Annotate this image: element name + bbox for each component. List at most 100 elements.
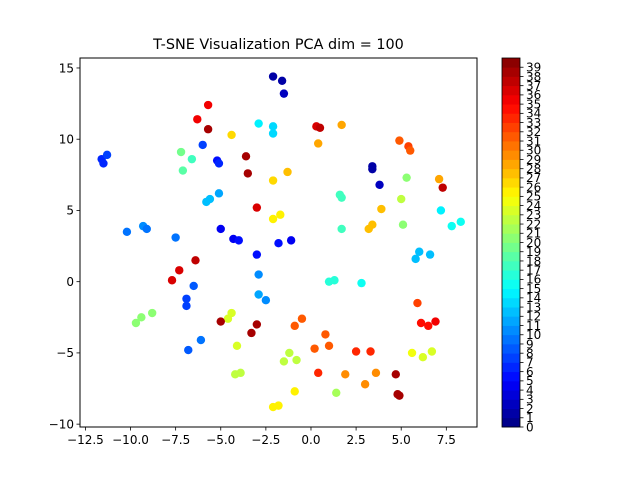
colorbar-segment [502,251,520,262]
x-tick-label: −2.5 [251,433,280,447]
colorbar-segment [502,94,520,105]
data-point [196,335,206,345]
data-point [184,345,193,355]
data-point [425,250,435,259]
data-point [321,330,330,339]
data-point [290,321,299,331]
data-point [203,100,213,110]
colorbar-tick-label: 11 [526,319,541,333]
colorbar-segment [502,288,520,299]
colorbar-tick-label: 19 [526,245,541,259]
data-point [178,166,188,175]
colorbar-segment [502,270,520,280]
data-point [276,210,285,219]
data-point [434,174,444,184]
data-point [191,256,200,265]
data-point [99,159,108,168]
data-point [411,254,420,264]
data-point [142,224,151,234]
colorbar-segment [502,196,520,206]
colorbar-tick-label: 29 [526,153,541,167]
data-point [341,370,350,379]
data-point [360,380,370,389]
data-point [147,308,157,318]
colorbar-segment [502,399,520,409]
x-tick-label: −10.0 [112,433,149,447]
y-tick-label: 15 [59,61,74,75]
colorbar-segment [502,159,520,170]
data-point [406,146,415,155]
colorbar-tick-label: 35 [526,97,541,111]
data-point [431,317,440,326]
data-point [236,368,245,378]
y-tick-label: 5 [66,204,74,218]
data-point [330,276,339,285]
data-point [189,281,198,291]
colorbar-tick-label: 27 [526,171,541,185]
x-tick-label: 7.5 [437,433,456,447]
data-point [402,173,411,182]
data-point [366,347,375,356]
data-point [277,76,287,85]
colorbar-tick-label: 6 [526,365,534,379]
colorbar-tick-label: 2 [526,402,534,416]
data-point [286,236,296,245]
x-axis-ticks: −12.5 −10.0 −7.5 −5.0 −2.5 0.0 2.5 5.0 7.5 [67,427,456,447]
x-tick-label: −5.0 [206,433,235,447]
colorbar-segment [502,297,520,308]
data-point [279,89,289,98]
data-point [216,224,225,234]
colorbar-segment [502,131,520,142]
data-point [337,193,346,202]
data-point [203,125,213,134]
x-tick-label: −7.5 [161,433,190,447]
colorbar-tick-label: 33 [526,116,541,130]
colorbar-segment [502,343,520,354]
colorbar-segment [502,316,520,326]
chart-title: T-SNE Visualization PCA dim = 100 [152,37,404,53]
data-point [407,348,417,358]
colorbar-tick-label: 34 [526,107,541,121]
data-point [415,247,424,256]
colorbar-tick-label: 22 [526,217,541,231]
colorbar-tick-label: 21 [526,227,541,241]
colorbar-segment [502,150,520,160]
data-point [292,355,301,365]
data-point [297,314,307,323]
data-point [424,321,433,331]
colorbar-tick-label: 32 [526,125,541,139]
colorbar-segment [502,224,520,234]
y-tick-label: 0 [66,275,74,289]
colorbar-tick-label: 10 [526,328,541,342]
data-point [371,368,381,378]
colorbar-tick-label: 0 [526,420,534,434]
colorbar-segment [502,279,520,290]
y-axis-ticks: −10 −5 0 5 10 15 [49,61,80,431]
data-point [232,341,242,350]
data-point [351,347,361,356]
colorbar-segment [502,141,520,151]
plot-frame [79,57,478,428]
data-point [187,154,197,164]
colorbar-tick-label: 18 [526,254,541,268]
data-point [171,233,180,242]
colorbar-tick-label: 38 [526,70,541,84]
x-tick-label: −12.5 [67,433,104,447]
data-point [252,250,262,259]
colorbar-segment [502,325,520,336]
colorbar-tick-label: 25 [526,190,541,204]
colorbar-tick-label: 9 [526,337,534,351]
colorbar-tick-label: 37 [526,79,541,93]
colorbar-segment [502,76,520,87]
data-point [395,391,404,400]
colorbar-tick-label: 26 [526,180,541,194]
data-point [416,318,426,328]
data-point [413,298,422,308]
data-point [198,140,207,150]
data-point [315,123,325,133]
data-point [391,370,400,379]
colorbar-tick-label: 39 [526,61,541,75]
data-point [436,206,446,215]
colorbar-tick-label: 16 [526,273,541,287]
